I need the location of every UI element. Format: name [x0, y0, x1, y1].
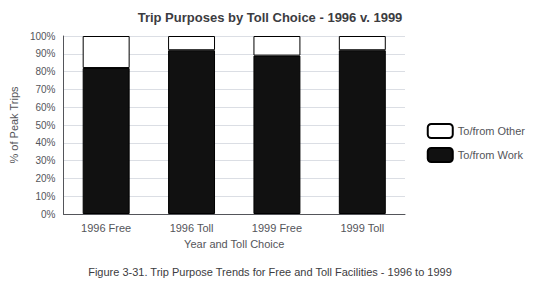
svg-text:Figure 3-31. Trip Purpose Tren: Figure 3-31. Trip Purpose Trends for Fre…: [88, 266, 452, 278]
svg-text:Trip Purposes by Toll Choice -: Trip Purposes by Toll Choice - 1996 v. 1…: [138, 10, 403, 25]
svg-text:70%: 70%: [35, 84, 55, 95]
svg-text:10%: 10%: [35, 191, 55, 202]
svg-text:20%: 20%: [35, 173, 55, 184]
svg-text:50%: 50%: [35, 120, 55, 131]
svg-text:40%: 40%: [35, 137, 55, 148]
svg-text:1999 Free: 1999 Free: [252, 222, 302, 234]
svg-text:% of Peak Trips: % of Peak Trips: [8, 86, 20, 164]
svg-text:30%: 30%: [35, 155, 55, 166]
svg-text:80%: 80%: [35, 66, 55, 77]
svg-text:1996 Free: 1996 Free: [81, 222, 131, 234]
svg-text:1999 Toll: 1999 Toll: [340, 222, 384, 234]
svg-text:100%: 100%: [30, 31, 56, 42]
svg-text:90%: 90%: [35, 48, 55, 59]
svg-text:Year and Toll Choice: Year and Toll Choice: [184, 238, 284, 250]
svg-text:0%: 0%: [41, 209, 56, 220]
svg-text:60%: 60%: [35, 102, 55, 113]
svg-text:1996 Toll: 1996 Toll: [170, 222, 214, 234]
svg-text:To/from Other: To/from Other: [458, 125, 526, 137]
svg-text:To/from Work: To/from Work: [458, 149, 524, 161]
